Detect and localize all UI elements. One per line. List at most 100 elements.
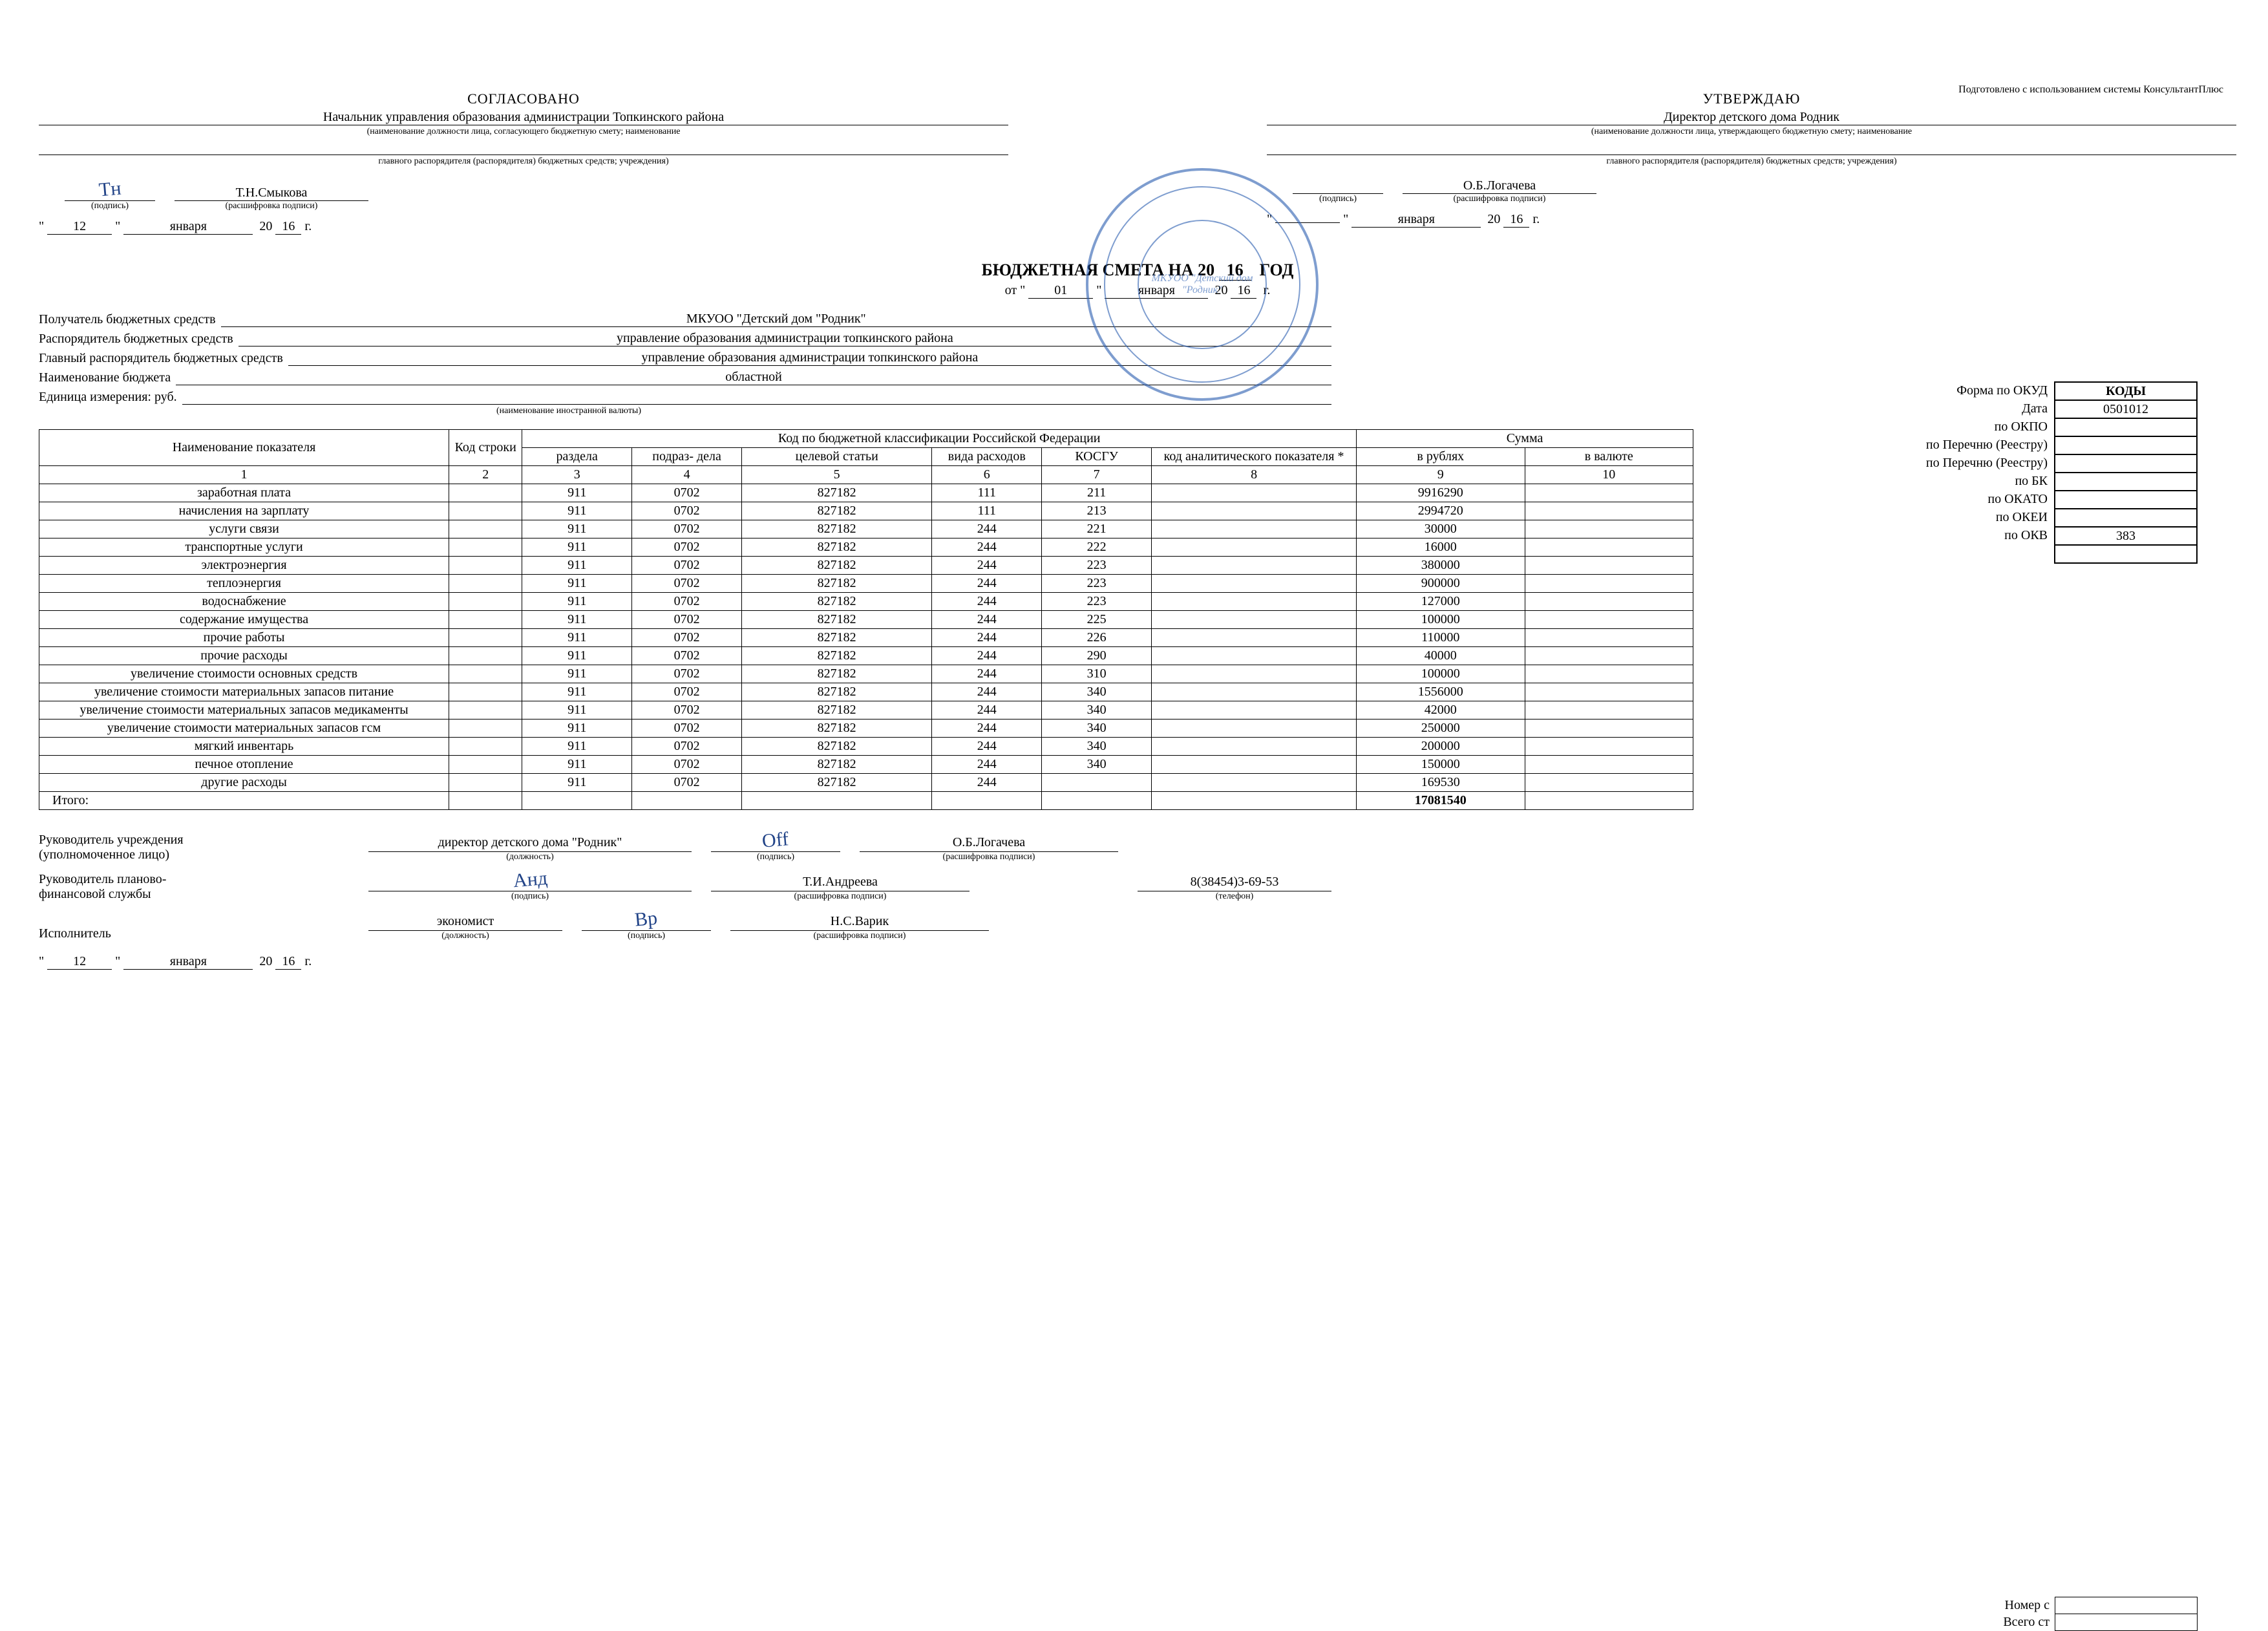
table-cell: 0702 — [632, 701, 742, 720]
table-cell — [449, 792, 522, 810]
table-cell — [741, 792, 931, 810]
table-cell: 340 — [1042, 756, 1152, 774]
table-cell: увеличение стоимости материальных запасо… — [39, 720, 449, 738]
table-cell — [449, 520, 522, 538]
codes-header: КОДЫ — [2055, 382, 2197, 400]
exec-label: Исполнитель — [39, 926, 349, 941]
table-cell: 213 — [1042, 502, 1152, 520]
table-cell — [1525, 484, 1693, 502]
th-vid: вида расходов — [932, 448, 1042, 466]
exec-name-hint: (расшифровка подписи) — [730, 931, 989, 941]
table-cell: 310 — [1042, 665, 1152, 683]
table-cell — [1152, 701, 1357, 720]
table-row: увеличение стоимости материальных запасо… — [39, 720, 1693, 738]
budget-table: Наименование показателя Код строки Код п… — [39, 429, 1693, 810]
codes-value — [2055, 545, 2197, 563]
table-cell: теплоэнергия — [39, 575, 449, 593]
left-date-month: января — [123, 219, 253, 235]
table-cell: 111 — [932, 484, 1042, 502]
table-cell: начисления на зарплату — [39, 502, 449, 520]
table-cell: 223 — [1042, 593, 1152, 611]
table-cell: 0702 — [632, 538, 742, 557]
column-number: 2 — [449, 466, 522, 484]
codes-label: по БК — [1926, 472, 2054, 490]
th-article: целевой статьи — [741, 448, 931, 466]
unit-label: Единица измерения: руб. — [39, 390, 182, 405]
column-number: 10 — [1525, 466, 1693, 484]
table-cell: 827182 — [741, 738, 931, 756]
table-cell: 0702 — [632, 557, 742, 575]
left-date-day: 12 — [47, 219, 112, 235]
table-cell — [1525, 520, 1693, 538]
column-number: 5 — [741, 466, 931, 484]
table-cell — [632, 792, 742, 810]
table-cell — [1152, 502, 1357, 520]
table-row: начисления на зарплату911070282718211121… — [39, 502, 1693, 520]
vsego-value — [2055, 1614, 2198, 1631]
codes-block: Форма по ОКУДДатапо ОКПОпо Перечню (Реес… — [1926, 381, 2198, 564]
th-name: Наименование показателя — [39, 430, 449, 466]
codes-label: по Перечню (Реестру) — [1926, 454, 2054, 472]
th-podrazdel: подраз- дела — [632, 448, 742, 466]
table-cell — [932, 792, 1042, 810]
table-cell: 911 — [522, 502, 632, 520]
right-date-month: января — [1351, 212, 1481, 228]
table-cell: прочие расходы — [39, 647, 449, 665]
table-cell — [449, 738, 522, 756]
table-cell: 111 — [932, 502, 1042, 520]
table-cell: 30000 — [1357, 520, 1525, 538]
table-cell: 911 — [522, 756, 632, 774]
table-cell: транспортные услуги — [39, 538, 449, 557]
table-cell: электроэнергия — [39, 557, 449, 575]
sub-from: от — [1005, 283, 1017, 297]
table-cell: 244 — [932, 593, 1042, 611]
table-cell — [1525, 502, 1693, 520]
table-cell: 100000 — [1357, 611, 1525, 629]
table-cell: 127000 — [1357, 593, 1525, 611]
table-cell: 223 — [1042, 557, 1152, 575]
fin-lbl2: финансовой службы — [39, 887, 349, 902]
table-cell — [449, 665, 522, 683]
table-cell — [449, 611, 522, 629]
column-number: 8 — [1152, 466, 1357, 484]
head-lbl1: Руководитель учреждения — [39, 833, 349, 847]
head-lbl2: (уполномоченное лицо) — [39, 847, 349, 862]
table-cell: 169530 — [1357, 774, 1525, 792]
table-cell: 0702 — [632, 774, 742, 792]
left-position-line2 — [39, 140, 1008, 155]
table-cell: 911 — [522, 774, 632, 792]
table-cell — [449, 701, 522, 720]
approve-title: УТВЕРЖДАЮ — [1267, 91, 2236, 107]
table-row: печное отопление911070282718224434015000… — [39, 756, 1693, 774]
right-date-year: 16 — [1503, 212, 1529, 228]
th-rub: в рублях — [1357, 448, 1525, 466]
table-cell: прочие работы — [39, 629, 449, 647]
codes-value: 383 — [2055, 527, 2197, 545]
table-cell: 244 — [932, 683, 1042, 701]
table-cell — [1525, 593, 1693, 611]
table-cell: 100000 — [1357, 665, 1525, 683]
budget-label: Наименование бюджета — [39, 370, 176, 385]
table-cell: 827182 — [741, 701, 931, 720]
table-cell: 244 — [932, 575, 1042, 593]
table-cell: 244 — [932, 701, 1042, 720]
fin-signature-icon: Анд — [512, 868, 548, 892]
table-cell: 911 — [522, 629, 632, 647]
head-position: директор детского дома "Родник" — [368, 835, 692, 852]
table-cell: 16000 — [1357, 538, 1525, 557]
fin-name: Т.И.Андреева — [711, 875, 970, 891]
foreign-currency-hint: (наименование иностранной валюты) — [440, 406, 698, 416]
table-cell — [1152, 756, 1357, 774]
table-cell — [1525, 575, 1693, 593]
table-cell: 244 — [932, 557, 1042, 575]
table-cell — [449, 756, 522, 774]
table-cell — [1042, 774, 1152, 792]
table-cell — [1152, 720, 1357, 738]
table-cell: 0702 — [632, 738, 742, 756]
footer-signatures: Руководитель учреждения (уполномоченное … — [39, 829, 1693, 970]
table-cell: 0702 — [632, 683, 742, 701]
table-cell: 340 — [1042, 701, 1152, 720]
table-cell: 900000 — [1357, 575, 1525, 593]
th-kosgu: КОСГУ — [1042, 448, 1152, 466]
table-cell: 244 — [932, 647, 1042, 665]
